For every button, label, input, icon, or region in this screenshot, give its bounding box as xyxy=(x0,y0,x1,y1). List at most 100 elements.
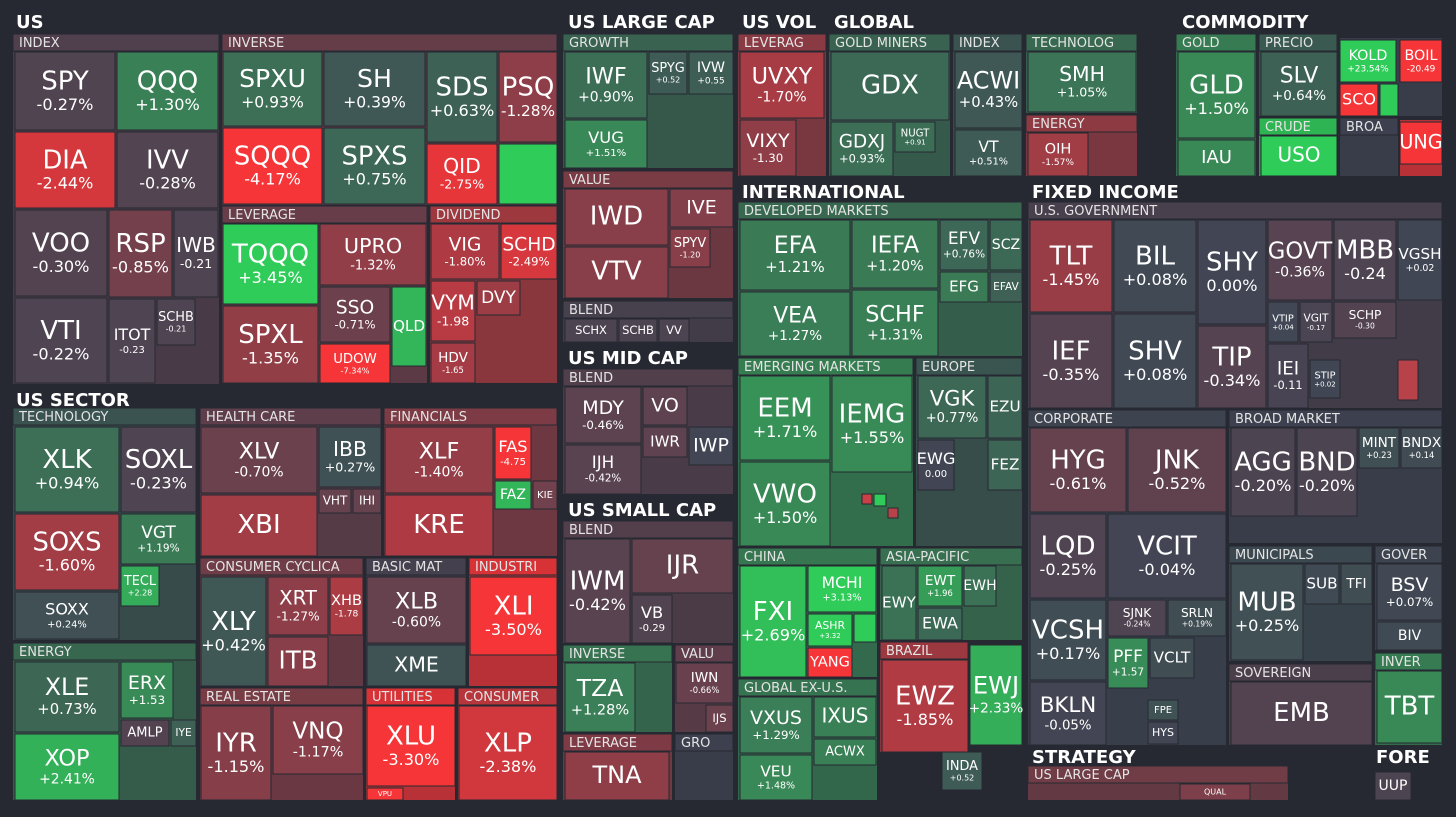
tile[interactable] xyxy=(458,705,558,801)
tile[interactable] xyxy=(319,223,427,286)
tile[interactable] xyxy=(969,644,1023,746)
tile[interactable] xyxy=(1113,313,1197,409)
tile[interactable] xyxy=(108,209,173,298)
tile[interactable] xyxy=(1374,771,1412,801)
tile[interactable] xyxy=(939,271,989,303)
tile[interactable] xyxy=(564,188,669,246)
tile[interactable] xyxy=(108,298,156,384)
tile[interactable] xyxy=(618,318,658,343)
tile[interactable] xyxy=(14,51,116,131)
tile[interactable] xyxy=(1029,513,1107,599)
tile[interactable] xyxy=(200,426,318,494)
tile[interactable] xyxy=(173,209,219,298)
tile[interactable] xyxy=(642,386,688,426)
tile[interactable] xyxy=(1197,219,1267,325)
tile[interactable] xyxy=(688,51,734,95)
tile[interactable] xyxy=(1340,563,1373,605)
tile[interactable] xyxy=(318,426,382,488)
tile[interactable] xyxy=(987,439,1023,491)
tile[interactable] xyxy=(319,343,391,384)
tile[interactable] xyxy=(739,219,851,291)
tile[interactable] xyxy=(987,375,1023,439)
tile[interactable] xyxy=(989,271,1023,303)
tile[interactable] xyxy=(1299,301,1333,343)
tile[interactable] xyxy=(14,209,108,297)
tile[interactable] xyxy=(222,223,319,305)
tile[interactable] xyxy=(469,576,558,656)
tile[interactable] xyxy=(1029,427,1127,513)
tile[interactable] xyxy=(669,188,734,228)
tile[interactable] xyxy=(319,286,391,343)
tile[interactable] xyxy=(1029,681,1107,746)
tile[interactable] xyxy=(1127,427,1227,513)
tile[interactable] xyxy=(1400,427,1443,469)
tile[interactable] xyxy=(200,705,272,801)
tile[interactable] xyxy=(120,719,170,747)
tile[interactable] xyxy=(1376,621,1443,651)
tile[interactable] xyxy=(739,291,851,357)
tile[interactable] xyxy=(1260,51,1338,117)
tile[interactable] xyxy=(851,219,939,289)
tile[interactable] xyxy=(366,705,456,787)
tile[interactable] xyxy=(739,754,813,801)
tile[interactable] xyxy=(116,51,219,131)
tile[interactable] xyxy=(1197,325,1267,409)
tile[interactable] xyxy=(954,51,1023,129)
tile[interactable] xyxy=(917,375,987,439)
tile[interactable] xyxy=(1309,359,1341,399)
tile[interactable] xyxy=(807,647,853,678)
tile[interactable] xyxy=(1027,132,1089,177)
tile[interactable] xyxy=(739,119,797,177)
tile[interactable] xyxy=(1333,219,1397,301)
tile[interactable] xyxy=(494,480,532,510)
tile[interactable] xyxy=(642,426,688,458)
tile[interactable] xyxy=(894,121,936,153)
tile[interactable] xyxy=(1376,563,1443,621)
tile[interactable] xyxy=(267,576,329,636)
tile[interactable] xyxy=(675,662,734,704)
tile[interactable] xyxy=(14,661,120,733)
tile[interactable] xyxy=(564,444,642,495)
tile[interactable] xyxy=(272,705,364,775)
tile[interactable] xyxy=(917,565,963,607)
tile[interactable] xyxy=(564,51,648,119)
tile[interactable] xyxy=(1149,637,1195,679)
tile[interactable] xyxy=(323,127,426,205)
tile[interactable] xyxy=(476,280,521,316)
tile[interactable] xyxy=(391,286,427,367)
tile[interactable] xyxy=(1339,83,1379,117)
tile[interactable] xyxy=(807,613,853,647)
tile[interactable] xyxy=(1267,343,1309,409)
tile[interactable] xyxy=(658,318,690,343)
tile[interactable] xyxy=(14,426,120,513)
tile[interactable] xyxy=(1167,599,1227,637)
tile[interactable] xyxy=(323,51,426,127)
tile[interactable] xyxy=(120,513,197,565)
tile[interactable] xyxy=(1107,513,1227,599)
tile[interactable] xyxy=(813,738,877,766)
tile[interactable] xyxy=(14,297,108,384)
tile[interactable] xyxy=(963,565,997,607)
tile[interactable] xyxy=(498,51,558,143)
tile[interactable] xyxy=(739,461,831,547)
tile[interactable] xyxy=(1230,563,1304,661)
tile[interactable] xyxy=(739,696,813,754)
tile[interactable] xyxy=(500,223,558,280)
tile[interactable] xyxy=(1107,599,1167,637)
tile[interactable] xyxy=(494,426,532,480)
tile[interactable] xyxy=(564,538,631,644)
tile[interactable] xyxy=(1029,313,1113,409)
tile[interactable] xyxy=(222,305,319,384)
tile[interactable] xyxy=(1147,721,1179,745)
tile[interactable] xyxy=(1267,219,1333,301)
tile[interactable] xyxy=(688,426,734,466)
tile[interactable] xyxy=(813,696,877,738)
tile[interactable] xyxy=(384,426,494,494)
tile[interactable] xyxy=(1304,563,1340,605)
tile[interactable] xyxy=(1230,427,1296,517)
tile[interactable] xyxy=(430,342,476,384)
tile[interactable] xyxy=(917,607,963,641)
tile[interactable] xyxy=(669,228,711,268)
tile[interactable] xyxy=(1339,39,1397,83)
tile[interactable] xyxy=(954,129,1023,177)
